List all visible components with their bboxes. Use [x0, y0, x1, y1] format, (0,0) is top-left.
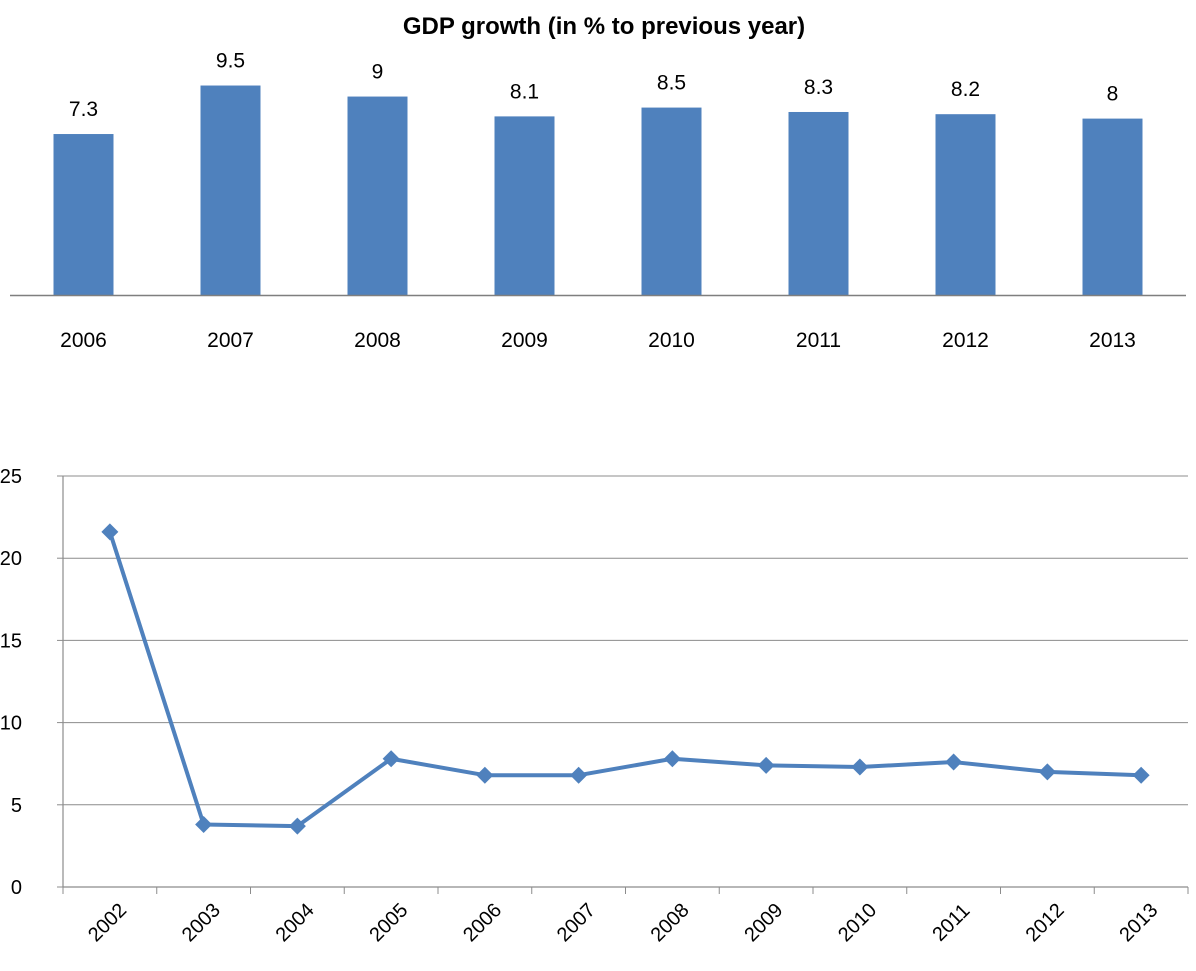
bar-data-label-2007: 9.5 [216, 50, 245, 73]
bar-x-tick-2013: 2013 [1089, 329, 1136, 352]
point-2003 [195, 816, 213, 834]
series-line [107, 531, 1142, 829]
x-tick-label-2002: 2002 [84, 899, 131, 946]
bar-x-tick-2006: 2006 [60, 329, 107, 352]
x-tick-label-2004: 2004 [272, 899, 319, 946]
x-tick-label-2005: 2005 [365, 899, 412, 946]
bar-2011 [788, 111, 849, 295]
x-tick-label-2006: 2006 [459, 899, 506, 946]
x-tick-label-2010: 2010 [834, 899, 881, 946]
line-gridlines [63, 475, 1188, 806]
x-tick-label-2007: 2007 [553, 899, 600, 946]
bar-x-tick-2009: 2009 [501, 329, 548, 352]
x-tick-label-2003: 2003 [178, 899, 225, 946]
bar-x-tick-2008: 2008 [354, 329, 401, 352]
bar-2010 [641, 107, 702, 295]
bar-data-label-2006: 7.3 [69, 98, 98, 121]
x-tick-label-2012: 2012 [1022, 899, 1069, 946]
x-tick-label-2011: 2011 [928, 900, 974, 946]
y-tick-label-25: 25 [0, 466, 22, 488]
point-2007 [570, 766, 588, 784]
point-2004 [288, 817, 306, 835]
bar-chart: GDP growth (in % to previous year) 7.3 9.… [10, 13, 1186, 352]
bar-marks: 7.3 9.5 9 8.1 8.5 8.3 8.2 8 [53, 50, 1143, 296]
bar-2012 [935, 114, 996, 295]
line-x-tick-labels: 2002 2003 2004 2005 2006 2007 2008 2009 2010 2011… [84, 899, 1162, 946]
bar-x-tick-2012: 2012 [942, 329, 989, 352]
bar-data-label-2009: 8.1 [510, 80, 539, 103]
y-tick-label-15: 15 [0, 630, 22, 652]
line-axes [57, 475, 1189, 894]
bar-data-label-2013: 8 [1107, 83, 1119, 106]
point-2011 [945, 753, 963, 771]
bar-data-label-2012: 8.2 [951, 78, 980, 101]
bar-data-label-2008: 9 [372, 61, 384, 84]
bar-data-label-2011: 8.3 [804, 76, 833, 99]
x-tick-label-2008: 2008 [647, 899, 694, 946]
bar-2007 [200, 85, 261, 296]
bar-2006 [53, 134, 114, 295]
bar-x-tick-labels: 2006 2007 2008 2009 2010 2011 2012 2013 [60, 329, 1136, 352]
bar-chart-title: GDP growth (in % to previous year) [403, 13, 805, 40]
y-tick-label-0: 0 [11, 877, 22, 899]
line-y-tick-labels: 0 5 10 15 20 25 [0, 466, 22, 899]
x-tick-label-2009: 2009 [740, 899, 787, 946]
line-series [101, 523, 1150, 835]
point-2009 [757, 756, 775, 774]
point-2002 [101, 523, 119, 541]
bar-x-tick-2010: 2010 [648, 329, 695, 352]
y-tick-label-10: 10 [0, 713, 22, 735]
point-2013 [1132, 766, 1150, 784]
bar-data-label-2010: 8.5 [657, 72, 686, 95]
point-2005 [382, 750, 400, 768]
bar-x-tick-2007: 2007 [207, 329, 254, 352]
point-2010 [851, 758, 869, 776]
bar-2008 [347, 96, 408, 295]
y-tick-label-5: 5 [11, 795, 22, 817]
point-2008 [663, 750, 681, 768]
x-tick-label-2013: 2013 [1115, 899, 1162, 946]
y-tick-label-20: 20 [0, 548, 22, 570]
bar-2009 [494, 116, 555, 296]
point-2006 [476, 766, 494, 784]
bar-2013 [1082, 118, 1143, 295]
bar-x-tick-2011: 2011 [796, 329, 841, 352]
point-2012 [1038, 763, 1056, 781]
